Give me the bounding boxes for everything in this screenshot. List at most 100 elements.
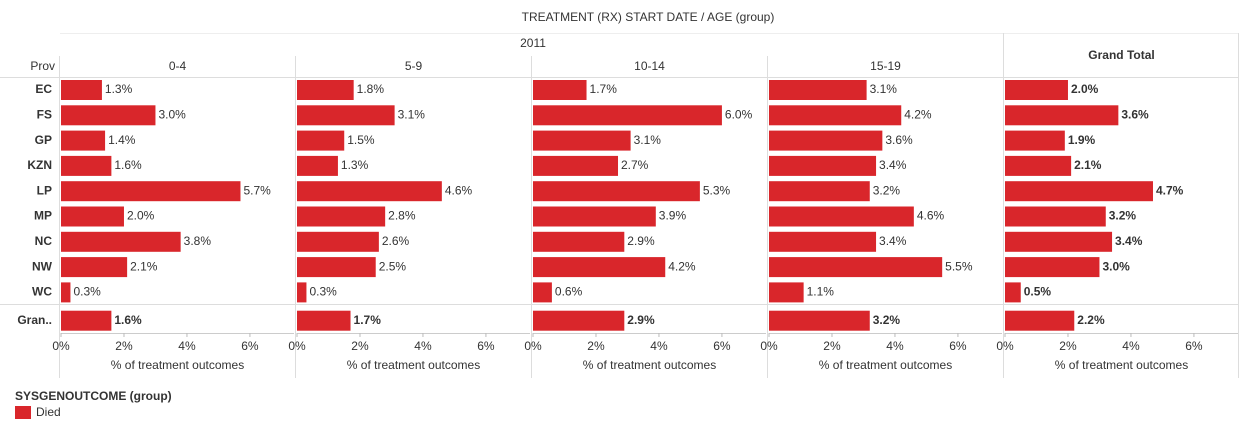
x-tick-label: 4% <box>886 339 904 353</box>
x-axis-label: % of treatment outcomes <box>583 358 716 372</box>
value-label: 0.3% <box>309 285 337 299</box>
x-tick-label: 0% <box>524 339 542 353</box>
bar <box>61 282 71 303</box>
value-label: 3.0% <box>1102 259 1130 273</box>
bar <box>61 257 128 278</box>
x-tick-label: 2% <box>823 339 841 353</box>
value-label: 4.6% <box>917 209 945 223</box>
x-axis-label: % of treatment outcomes <box>111 358 244 372</box>
bar <box>1005 231 1113 252</box>
category-label: GP <box>35 133 52 147</box>
value-label: 4.2% <box>904 107 932 121</box>
bar <box>297 310 351 331</box>
bar <box>61 130 106 151</box>
x-tick-label: 0% <box>996 339 1014 353</box>
x-tick-label: 6% <box>1185 339 1203 353</box>
value-label: 1.6% <box>114 313 142 327</box>
bar <box>297 257 376 278</box>
bar <box>297 181 442 202</box>
value-label: 1.8% <box>357 82 385 96</box>
value-label: 5.7% <box>243 183 271 197</box>
value-label: 2.9% <box>627 234 655 248</box>
x-tick-label: 2% <box>587 339 605 353</box>
bar <box>61 231 181 252</box>
value-label: 1.3% <box>341 158 369 172</box>
bar <box>1005 181 1153 202</box>
value-label: 3.8% <box>184 234 212 248</box>
value-label: 3.2% <box>873 183 901 197</box>
value-label: 2.9% <box>627 313 655 327</box>
value-label: 2.1% <box>130 259 158 273</box>
x-tick-label: 2% <box>351 339 369 353</box>
bar <box>297 231 379 252</box>
panel-title: 0-4 <box>169 59 187 73</box>
x-tick-label: 6% <box>477 339 495 353</box>
bar <box>1005 155 1072 176</box>
x-tick-label: 4% <box>178 339 196 353</box>
value-label: 2.6% <box>382 234 410 248</box>
value-label: 3.2% <box>873 313 901 327</box>
value-label: 3.1% <box>870 82 898 96</box>
bar <box>533 181 700 202</box>
bar <box>533 105 722 126</box>
bar <box>533 282 552 303</box>
value-label: 0.6% <box>555 285 583 299</box>
bar <box>297 80 354 100</box>
x-tick-label: 4% <box>1122 339 1140 353</box>
category-label: FS <box>37 107 52 121</box>
bar <box>1005 206 1106 227</box>
value-label: 1.4% <box>108 133 136 147</box>
bar <box>769 310 870 331</box>
value-label: 1.1% <box>807 285 835 299</box>
value-label: 2.0% <box>1071 82 1099 96</box>
category-label: KZN <box>27 158 52 172</box>
bar <box>769 105 902 126</box>
x-axis-label: % of treatment outcomes <box>347 358 480 372</box>
panel-title: 5-9 <box>405 59 423 73</box>
bar <box>1005 257 1100 278</box>
value-label: 3.1% <box>398 107 426 121</box>
bar <box>61 80 102 100</box>
panel-title: Grand Total <box>1088 48 1154 62</box>
row-header: Prov <box>30 59 55 73</box>
value-label: 2.5% <box>379 259 407 273</box>
value-label: 3.4% <box>879 158 907 172</box>
value-label: 2.0% <box>127 209 155 223</box>
bar <box>61 206 124 227</box>
x-tick-label: 6% <box>241 339 259 353</box>
value-label: 1.7% <box>590 82 618 96</box>
value-label: 2.7% <box>621 158 649 172</box>
x-tick-label: 6% <box>949 339 967 353</box>
bar <box>769 257 943 278</box>
value-label: 1.6% <box>114 158 142 172</box>
value-label: 4.6% <box>445 183 473 197</box>
bar <box>297 155 338 176</box>
value-label: 4.2% <box>668 259 696 273</box>
bar <box>1005 130 1065 151</box>
value-label: 3.0% <box>158 107 186 121</box>
bar <box>297 130 345 151</box>
bar <box>769 130 883 151</box>
x-tick-label: 6% <box>713 339 731 353</box>
category-label: NC <box>35 234 53 248</box>
bar <box>533 155 619 176</box>
value-label: 5.5% <box>945 259 973 273</box>
bar <box>533 257 666 278</box>
value-label: 6.0% <box>725 107 753 121</box>
value-label: 1.7% <box>354 313 382 327</box>
value-label: 2.1% <box>1074 158 1102 172</box>
bar <box>769 155 877 176</box>
x-tick-label: 0% <box>760 339 778 353</box>
category-label: NW <box>32 259 53 273</box>
bar <box>61 155 112 176</box>
category-label: WC <box>32 285 52 299</box>
value-label: 1.9% <box>1068 133 1096 147</box>
value-label: 3.6% <box>1121 107 1149 121</box>
bar <box>769 282 804 303</box>
value-label: 3.4% <box>1115 234 1143 248</box>
value-label: 0.5% <box>1024 285 1052 299</box>
value-label: 1.5% <box>347 133 375 147</box>
bar <box>297 206 386 227</box>
x-tick-label: 2% <box>115 339 133 353</box>
